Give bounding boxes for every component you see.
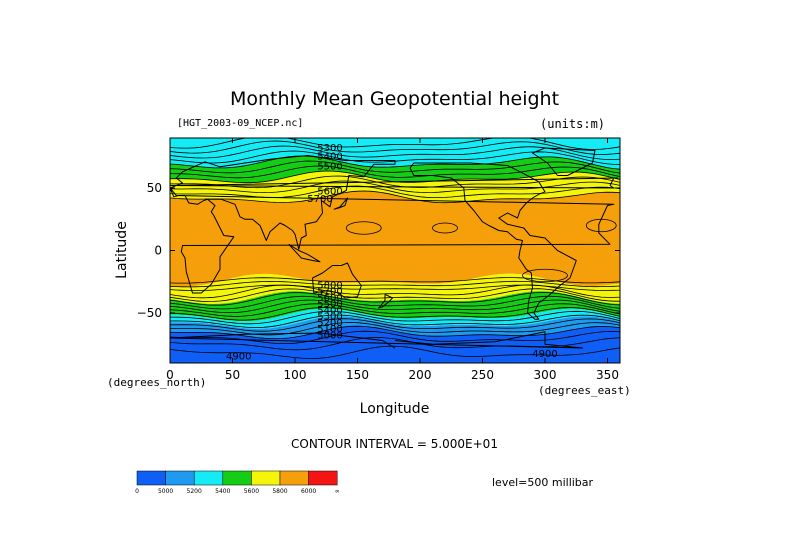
colorbar-swatch: [222, 470, 252, 486]
contour-line: [170, 284, 620, 299]
contour-label: 5200: [317, 318, 342, 329]
coastline: [288, 243, 321, 263]
colorbar-label: 5800: [272, 488, 287, 495]
contour-closed-line: [522, 268, 568, 283]
contour-line: [170, 310, 620, 325]
coastline: [409, 162, 577, 320]
contour-line: [170, 175, 620, 189]
color-band: [170, 191, 620, 287]
contour-line: [170, 307, 620, 321]
contour-label: 5600: [317, 293, 342, 304]
contour-label: 5300: [317, 143, 342, 154]
colorbar-label: 5600: [244, 488, 259, 495]
coastline: [170, 331, 583, 349]
color-band: [170, 308, 620, 329]
x-axis-unit: (degrees_east): [538, 384, 631, 397]
contour-line: [170, 322, 620, 336]
coastline: [312, 262, 362, 299]
contour-line: [170, 288, 620, 302]
contour-label: 5700: [307, 194, 332, 205]
colorbar-label: 5400: [215, 488, 230, 495]
contour-label: 5500: [317, 162, 342, 173]
contour-line: [170, 190, 620, 204]
y-tick-label: 0: [154, 244, 162, 258]
contour-label: 4900: [226, 352, 251, 363]
file-label: [HGT_2003-09_NCEP.nc]: [177, 118, 304, 129]
colorbar-swatch: [251, 470, 281, 486]
coastline: [170, 187, 615, 294]
coastline: [532, 147, 596, 176]
y-axis-unit: (degrees_north): [107, 376, 207, 389]
chart-title: Monthly Mean Geopotential height: [229, 88, 560, 110]
contour-line: [170, 155, 620, 170]
x-tick-label: 0: [166, 368, 174, 382]
level-label: level=500 millibar: [492, 476, 594, 489]
contour-line: [170, 277, 620, 284]
colorbar-swatch: [193, 470, 224, 486]
contour-label: 5500: [317, 299, 342, 310]
contour-line: [170, 314, 620, 328]
contour-line: [170, 160, 620, 174]
coastline: [170, 155, 396, 250]
contour-label: 5300: [317, 312, 342, 323]
contour-label: 5000: [317, 330, 342, 341]
contour-line: [170, 303, 620, 317]
colorbar-swatch: [165, 470, 195, 486]
contour-line: [170, 292, 620, 306]
contour-line: [170, 325, 620, 340]
coastline: [333, 197, 348, 210]
y-axis-label: Latitude: [114, 221, 130, 279]
color-band: [170, 156, 620, 183]
contour-label: 5700: [317, 287, 342, 298]
x-tick-label: 150: [346, 368, 369, 382]
contour-label: 5600: [317, 187, 342, 198]
contour-line: [170, 280, 620, 288]
contour-line: [170, 318, 620, 332]
y-tick-label: −50: [137, 306, 162, 320]
colorbar-swatch: [279, 470, 309, 486]
contour-label: 5100: [317, 324, 342, 335]
colorbar-label: 5000: [158, 488, 173, 495]
colorbar-label: 0: [135, 488, 139, 495]
contour-line: [170, 185, 620, 198]
units-label: (units:m): [540, 117, 606, 131]
coastline: [378, 293, 393, 309]
x-tick-label: 350: [596, 368, 619, 382]
contour-line: [170, 180, 620, 194]
x-tick-label: 100: [284, 368, 307, 382]
contour-line: [170, 345, 620, 359]
contour-line: [170, 299, 620, 313]
y-tick-label: 50: [147, 181, 162, 195]
colorbar-label: ∞: [335, 488, 340, 495]
x-tick-label: 300: [534, 368, 557, 382]
contour-line: [170, 295, 620, 310]
contour-closed-line: [345, 221, 382, 235]
x-tick-label: 50: [225, 368, 240, 382]
contour-label: 5400: [317, 152, 342, 163]
x-tick-label: 250: [471, 368, 494, 382]
colorbar-swatch: [136, 470, 166, 486]
contour-label: 4900: [532, 349, 557, 360]
coastline: [170, 177, 618, 189]
colorbar-swatch: [308, 470, 338, 486]
contour-closed-line: [432, 222, 458, 234]
contour-line: [170, 165, 620, 179]
x-axis-label: Longitude: [359, 401, 430, 417]
contour-interval-label: CONTOUR INTERVAL = 5.000E+01: [291, 437, 498, 451]
colorbar-label: 6000: [301, 488, 316, 495]
contour-line: [170, 336, 620, 351]
contour-label: 5800: [317, 280, 342, 291]
contour-line: [170, 138, 620, 150]
x-tick-label: 200: [409, 368, 432, 382]
color-band: [170, 316, 620, 339]
colorbar-label: 5200: [187, 488, 202, 495]
contour-line: [170, 140, 620, 155]
contour-label: 5400: [317, 305, 342, 316]
